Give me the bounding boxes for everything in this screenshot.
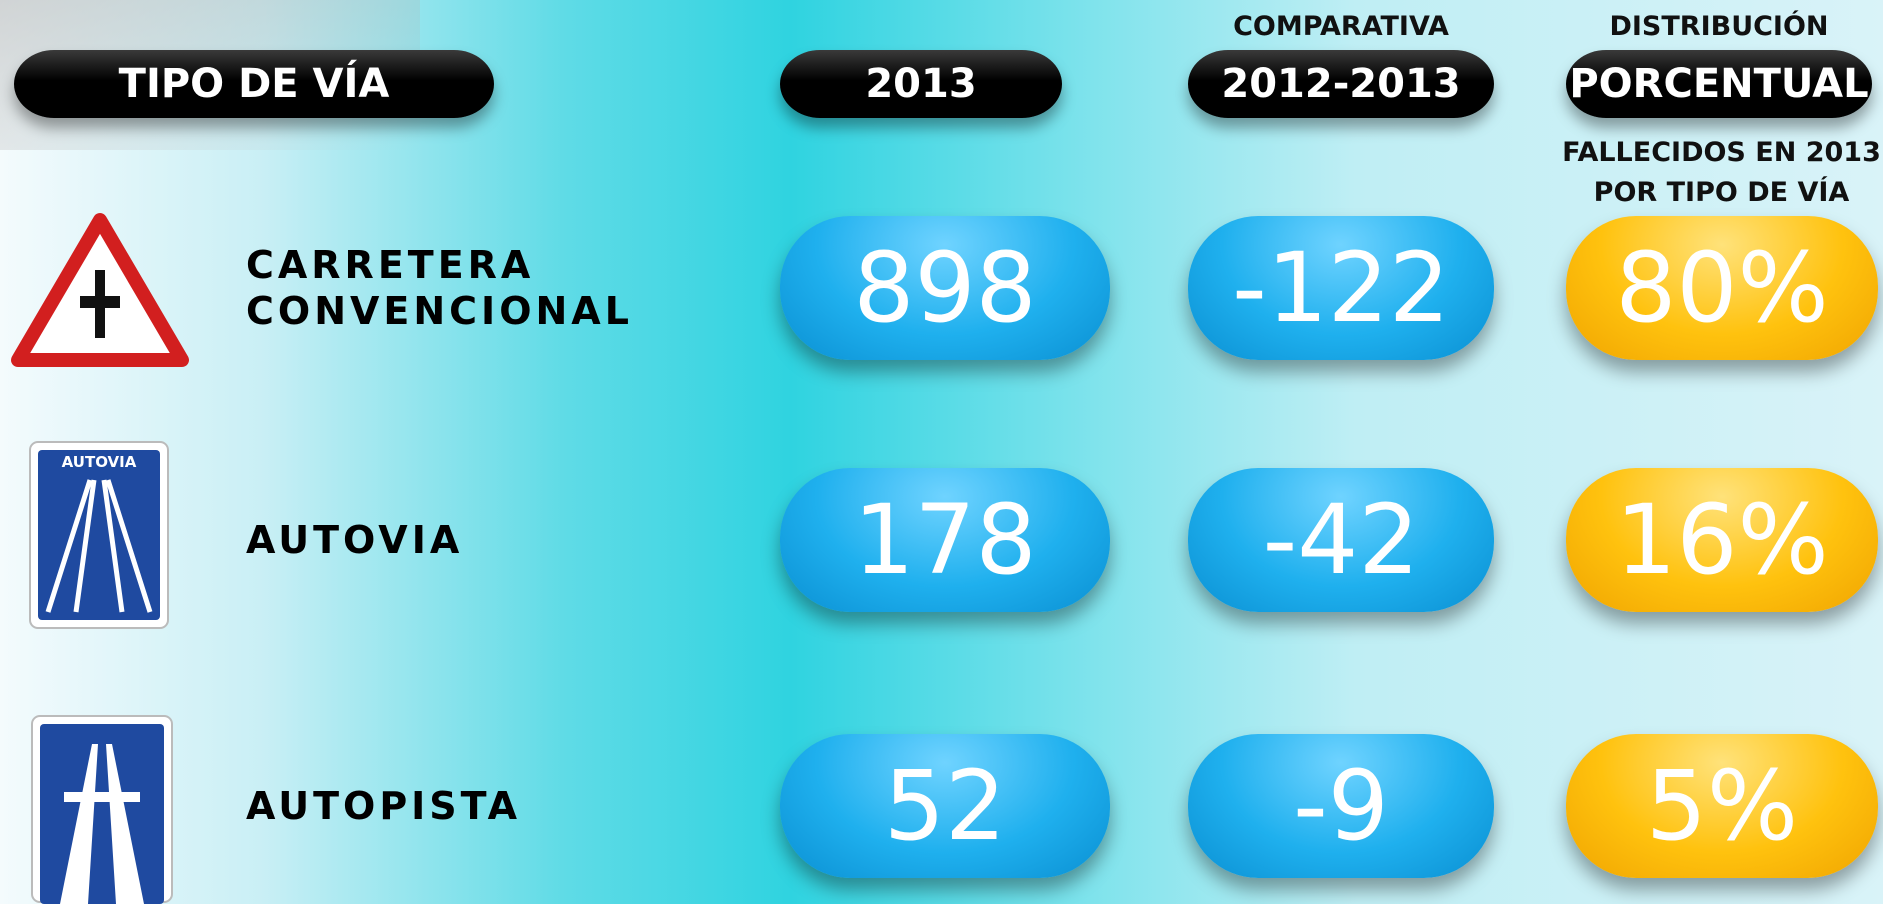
- header-note: POR TIPO DE VÍA: [1593, 177, 1850, 208]
- change-2012-2013: -42: [1188, 468, 1494, 612]
- header-pill: 2013: [780, 50, 1062, 118]
- deaths-2013: 898: [780, 216, 1110, 360]
- header-note: FALLECIDOS EN 2013: [1562, 137, 1881, 168]
- road-type-label: AUTOVIA: [246, 518, 464, 562]
- change-2012-2013: -9: [1188, 734, 1494, 878]
- header-caption: DISTRIBUCIÓN: [1609, 11, 1829, 42]
- header-caption: COMPARATIVA: [1233, 11, 1449, 42]
- autopista-sign-icon: [31, 715, 173, 904]
- deaths-2013: 52: [780, 734, 1110, 878]
- warning-sign-icon: [11, 213, 189, 367]
- autovia-sign-icon: AUTOVIA: [29, 441, 169, 629]
- header-pill: TIPO DE VÍA: [14, 50, 494, 118]
- header-pill: 2012-2013: [1188, 50, 1494, 118]
- sign-text: AUTOVIA: [62, 453, 137, 471]
- road-type-label: AUTOPISTA: [246, 784, 522, 828]
- share-percent: 80%: [1566, 216, 1878, 360]
- deaths-2013: 178: [780, 468, 1110, 612]
- header-pill: PORCENTUAL: [1566, 50, 1872, 118]
- share-percent: 16%: [1566, 468, 1878, 612]
- road-type-label: CARRETERA CONVENCIONAL: [246, 243, 633, 333]
- share-percent: 5%: [1566, 734, 1878, 878]
- change-2012-2013: -122: [1188, 216, 1494, 360]
